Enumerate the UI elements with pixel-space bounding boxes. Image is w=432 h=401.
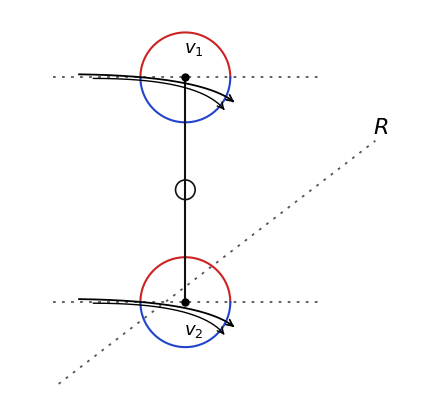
Text: $v_1$: $v_1$ — [184, 40, 203, 58]
Text: $v_2$: $v_2$ — [184, 321, 203, 339]
Text: $R$: $R$ — [373, 117, 389, 137]
